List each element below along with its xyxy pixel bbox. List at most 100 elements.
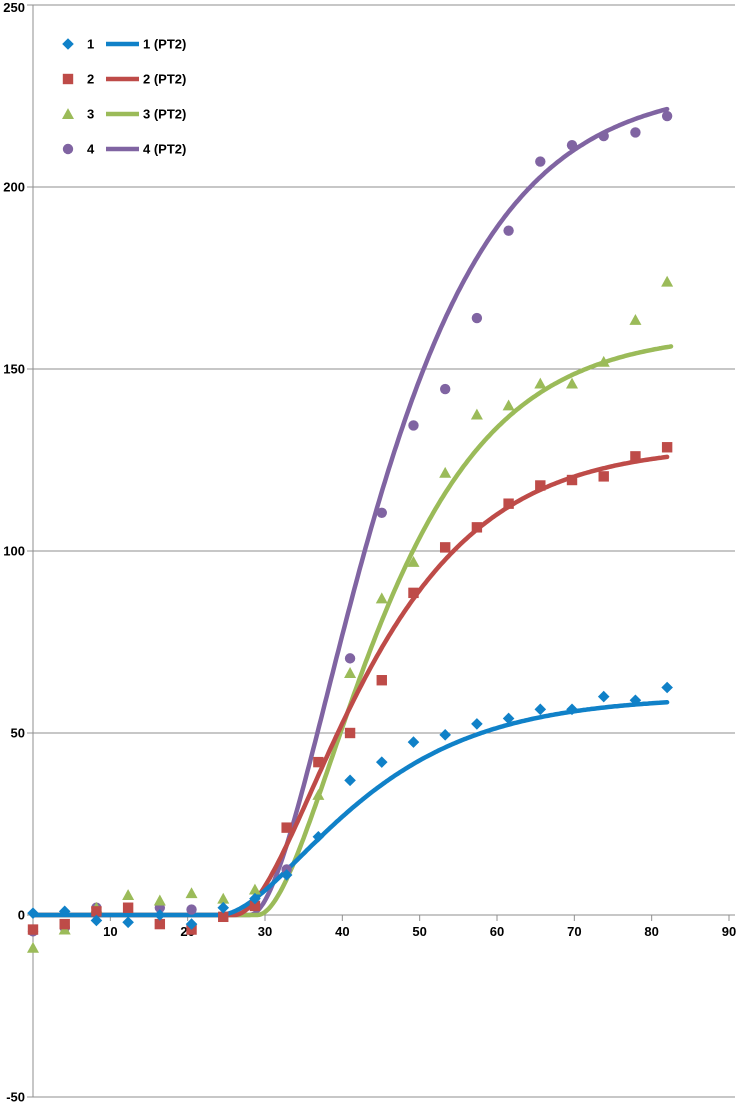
legend-series-label: 4 xyxy=(87,142,95,157)
series-2-marker xyxy=(122,902,134,913)
series-2-marker xyxy=(59,918,70,930)
series-2-marker xyxy=(535,480,546,491)
series-2-marker xyxy=(249,900,261,912)
series-3-marker xyxy=(534,377,547,389)
legend-fit-label: 3 (PT2) xyxy=(143,107,186,122)
series-4-marker xyxy=(408,420,419,431)
series-3-marker xyxy=(439,466,452,478)
series-4-marker xyxy=(186,904,197,915)
series-1-marker xyxy=(185,918,198,930)
series-3-marker xyxy=(344,667,357,678)
y-tick-label: 150 xyxy=(3,362,25,377)
series-2-marker xyxy=(313,756,324,768)
series-1-marker xyxy=(27,907,39,919)
legend-fit-label: 4 (PT2) xyxy=(143,142,186,157)
series-1-marker xyxy=(597,690,610,703)
series-2-marker xyxy=(91,906,102,917)
series-2-marker xyxy=(218,911,229,923)
series-1-fit-line xyxy=(30,700,670,918)
series-1-marker xyxy=(661,681,673,694)
x-tick-label: 80 xyxy=(644,924,658,939)
series-2-marker xyxy=(376,675,387,686)
series-3-marker xyxy=(217,892,230,904)
legend-marker-3 xyxy=(62,108,74,119)
series-3-marker xyxy=(629,313,642,325)
series-2-marker xyxy=(598,471,609,482)
series-1-marker xyxy=(58,905,71,918)
legend-marker-4 xyxy=(62,143,74,155)
series-4-marker xyxy=(566,139,578,151)
x-tick-label: 30 xyxy=(258,924,272,939)
series-1-marker xyxy=(280,869,293,881)
series-1-marker xyxy=(312,830,325,843)
legend-fit-label: 1 (PT2) xyxy=(143,37,186,52)
series-1-marker xyxy=(629,694,642,707)
series-3-marker xyxy=(597,355,610,367)
x-tick-label: 60 xyxy=(490,924,504,939)
series-2-marker xyxy=(408,587,419,599)
series-1-marker xyxy=(471,718,483,730)
series-4-marker xyxy=(471,312,483,324)
series-3-marker xyxy=(375,592,388,604)
series-2-fit-line xyxy=(30,454,670,918)
legend-fit-label: 2 (PT2) xyxy=(143,72,186,87)
series-3-marker xyxy=(122,889,135,900)
legend-marker-2 xyxy=(62,73,74,85)
series-4-marker xyxy=(661,110,673,122)
legend-row-4: 4 4 (PT2) xyxy=(62,142,186,157)
y-tick-label: 100 xyxy=(3,544,25,559)
x-tick-label: 50 xyxy=(412,924,426,939)
series-1-marker xyxy=(566,703,578,716)
legend-marker-1 xyxy=(62,38,74,50)
series-1-marker xyxy=(502,712,515,725)
series-1-marker xyxy=(217,901,230,914)
series-2-marker xyxy=(566,474,578,486)
legend: 1 1 (PT2) 2 2 (PT2) 3 3 (PT2) 4 4 (PT2) xyxy=(62,37,186,157)
series-1-marker xyxy=(407,736,420,748)
y-tick-label: 0 xyxy=(18,908,25,923)
y-tick-label: 50 xyxy=(11,726,25,741)
series-3-marker xyxy=(312,788,325,800)
legend-series-label: 2 xyxy=(87,72,94,87)
series-4-fit-line xyxy=(30,106,670,918)
series-3-marker xyxy=(248,883,261,895)
series-1-marker xyxy=(534,703,547,716)
series-2-marker xyxy=(503,498,514,509)
legend-row-1: 1 1 (PT2) xyxy=(62,37,186,52)
series-2-marker xyxy=(27,924,39,935)
series-4-marker xyxy=(439,383,451,395)
legend-series-label: 3 xyxy=(87,107,94,122)
series-3-marker xyxy=(153,894,166,906)
series-3-marker xyxy=(502,399,515,411)
series-2-marker xyxy=(344,727,356,739)
series-1-marker xyxy=(249,892,261,905)
series-4-marker xyxy=(535,156,546,167)
series-3-marker xyxy=(27,941,39,953)
series-4-marker xyxy=(344,653,356,664)
y-tick-label: 250 xyxy=(3,0,25,15)
series-1-marker xyxy=(122,916,134,929)
series-2-marker xyxy=(471,522,483,533)
series-1-marker xyxy=(90,914,103,927)
series-1-marker xyxy=(375,756,388,768)
series-1-marker xyxy=(154,909,166,921)
series-2-marker xyxy=(630,451,641,462)
series-3-marker xyxy=(470,408,483,420)
series-2-marker xyxy=(281,822,292,833)
series-3-marker xyxy=(185,887,198,899)
x-tick-label: 40 xyxy=(335,924,349,939)
legend-row-3: 3 3 (PT2) xyxy=(62,107,186,122)
series-3-marker xyxy=(566,377,579,389)
y-tick-label: -50 xyxy=(6,1090,25,1104)
x-tick-label: 70 xyxy=(567,924,581,939)
y-tick-label: 200 xyxy=(3,180,25,195)
series-4-marker xyxy=(503,225,514,236)
series-1-marker xyxy=(344,774,356,787)
series-4-marker xyxy=(376,507,387,518)
series-3-marker xyxy=(661,275,674,287)
x-tick-label: 10 xyxy=(103,924,117,939)
series-1-marker xyxy=(439,729,451,741)
series-2-marker xyxy=(439,542,451,553)
